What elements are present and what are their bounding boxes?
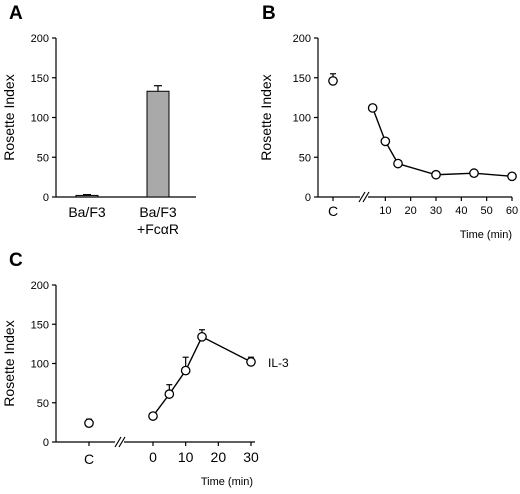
y-tick-label: 100 <box>31 359 49 371</box>
series-line <box>372 107 513 178</box>
axis-break <box>362 191 370 203</box>
x-tick-label: 20 <box>211 449 227 465</box>
data-point <box>180 365 191 376</box>
x-tick-label: 0 <box>149 449 157 465</box>
series-line <box>152 335 252 417</box>
panel-letter-a: A <box>9 3 23 24</box>
panel-b: B 0 50 100 150 200 Rosette Index C 10 20 30 40 50 60 T… <box>258 3 518 241</box>
data-point <box>367 103 378 113</box>
panel-letter-c: C <box>9 250 23 271</box>
panel-c: C 0 50 100 150 200 Rosette Index C 0 10 20 30 Time (… <box>1 250 289 488</box>
data-point <box>380 136 391 147</box>
data-point <box>507 171 517 182</box>
data-point <box>164 389 175 399</box>
y-tick-label: 100 <box>31 113 49 125</box>
y-axis-label: Rosette Index <box>1 320 17 406</box>
series-label: IL-3 <box>268 356 289 370</box>
axis-break <box>118 436 126 448</box>
data-point <box>393 158 403 169</box>
x-tick-label: 60 <box>506 205 518 217</box>
x-tick-label: 20 <box>405 205 417 217</box>
y-tick-label: 100 <box>293 113 311 125</box>
data-point <box>328 76 338 86</box>
category-label: Ba/F3 <box>139 204 177 220</box>
x-tick-label: 10 <box>178 449 194 465</box>
control-label: C <box>328 203 338 219</box>
x-tick-label: 10 <box>379 205 391 217</box>
data-point <box>197 331 207 342</box>
data-point <box>148 411 158 421</box>
y-tick-label: 200 <box>293 33 311 45</box>
y-tick-label: 50 <box>37 398 49 410</box>
y-tick-label: 50 <box>37 152 49 164</box>
y-axis-label: Rosette Index <box>1 74 17 160</box>
y-tick-label: 200 <box>31 280 49 292</box>
category-label: +FcαR <box>137 221 179 237</box>
y-tick-label: 150 <box>293 73 311 85</box>
y-tick-label: 0 <box>305 192 311 204</box>
y-tick-label: 0 <box>43 437 49 449</box>
y-tick-label: 150 <box>31 73 49 85</box>
axis-break <box>114 436 122 448</box>
x-axis-label: Time (min) <box>201 476 253 488</box>
x-tick-label: 50 <box>481 205 493 217</box>
category-label: Ba/F3 <box>68 204 106 220</box>
y-tick-label: 200 <box>31 33 49 45</box>
x-tick-label: 30 <box>430 205 442 217</box>
bar <box>75 194 99 198</box>
data-point <box>84 418 94 429</box>
data-point <box>246 357 256 367</box>
y-tick-label: 150 <box>31 319 49 331</box>
x-tick-label: 30 <box>243 449 259 465</box>
x-tick-label: 40 <box>455 205 467 217</box>
panel-letter-b: B <box>262 3 276 24</box>
axis-break <box>358 191 366 203</box>
data-point <box>431 169 441 180</box>
y-tick-label: 0 <box>43 192 49 204</box>
y-axis-label: Rosette Index <box>258 74 274 160</box>
control-label: C <box>84 451 94 467</box>
y-tick-label: 50 <box>299 152 311 164</box>
x-axis-label: Time (min) <box>460 229 512 241</box>
data-point <box>469 168 479 178</box>
bar <box>146 90 170 198</box>
